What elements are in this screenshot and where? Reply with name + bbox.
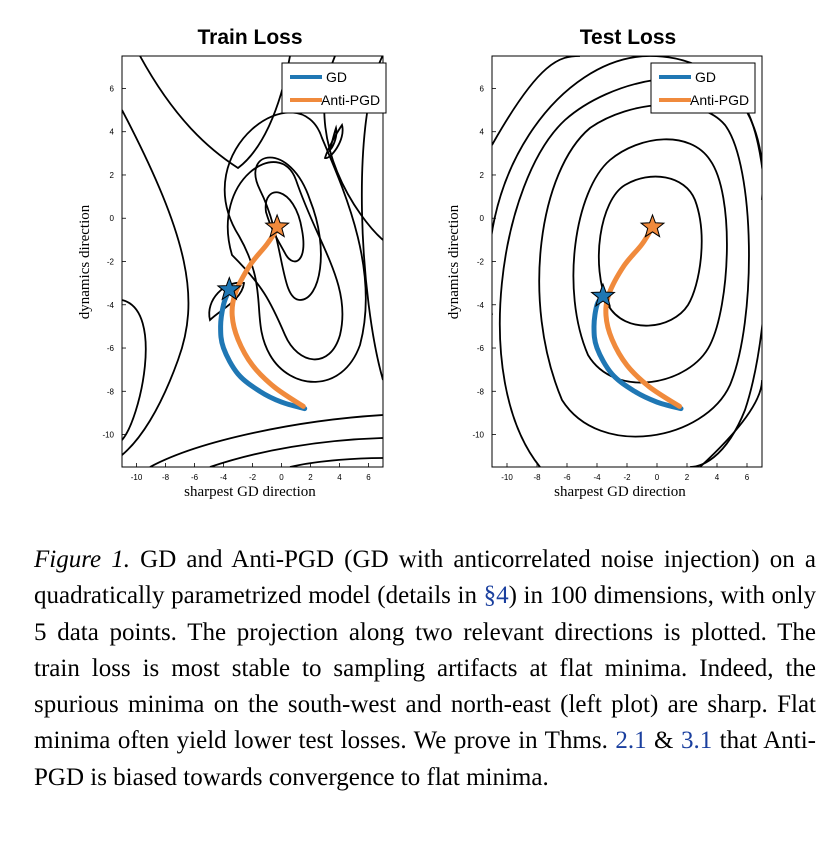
tick-group: -10 -8 -6 -4 -2 0 2 4 6 6 4 2 0 -2 -4 -6 -8 -10	[102, 84, 371, 482]
y-tick-label: -6	[107, 344, 115, 353]
legend: GD Anti-PGD	[650, 62, 756, 114]
legend-box	[281, 62, 387, 114]
legend-anti-pgd-label: Anti-PGD	[690, 92, 749, 108]
section-link[interactable]: §4	[483, 582, 509, 610]
anti-pgd-endpoint-star	[264, 213, 290, 238]
y-tick-label: -8	[477, 387, 485, 396]
panel-title: Train Loss	[197, 26, 302, 49]
x-tick-label: -2	[249, 473, 257, 482]
x-axis-label: sharpest GD direction	[184, 484, 316, 500]
x-tick-label: -6	[191, 473, 199, 482]
y-tick-label: -4	[477, 301, 485, 310]
y-tick-label: -2	[107, 258, 115, 267]
series-group	[216, 213, 308, 412]
legend-anti-pgd-label: Anti-PGD	[321, 92, 380, 108]
anti-pgd-trajectory	[603, 224, 682, 409]
y-axis-label: dynamics direction	[446, 204, 462, 319]
y-tick-label: 6	[480, 84, 485, 93]
y-tick-label: -10	[472, 431, 484, 440]
train-loss-panel: Train Loss -10 -8 -6 -4 -2 0 2 4 66420-2-4-6-8-1…	[77, 26, 387, 500]
x-axis-label: sharpest GD direction	[554, 484, 686, 500]
y-tick-label: -4	[107, 301, 115, 310]
figure: Train Loss -10 -8 -6 -4 -2 0 2 4 66420-2-4-6-8-1…	[77, 26, 763, 500]
y-tick-label: 4	[110, 128, 115, 137]
y-tick-label: 0	[110, 214, 115, 223]
x-tick-label: -6	[563, 473, 571, 482]
y-tick-label: -8	[107, 387, 115, 396]
panel-title: Test Loss	[580, 26, 676, 49]
anti-pgd-endpoint-star	[639, 213, 666, 238]
gd-endpoint-star	[216, 276, 243, 301]
x-tick-label: 4	[715, 473, 720, 482]
y-tick-label: -10	[102, 431, 114, 440]
legend: GD Anti-PGD	[281, 62, 387, 114]
y-tick-label: 6	[110, 84, 115, 93]
test-contours	[492, 56, 762, 467]
caption-text: that Anti-PGD is biased towards converge…	[34, 727, 816, 791]
x-tick-label: -2	[623, 473, 631, 482]
gd-trajectory	[218, 287, 308, 412]
y-tick-label: 2	[110, 171, 115, 180]
x-tick-label: 6	[366, 473, 371, 482]
x-tick-label: -10	[501, 473, 513, 482]
tick-group: -10 -8 -6 -4 -2 0 2 4 6 6 4 2 0 -2 -4 -6 -8 -10	[472, 84, 749, 482]
gd-trajectory	[591, 293, 684, 412]
series-group	[590, 213, 684, 412]
legend-box	[650, 62, 756, 114]
anti-pgd-trajectory	[229, 224, 306, 409]
y-axis-label: dynamics direction	[77, 204, 93, 319]
x-tick-label: -4	[593, 473, 601, 482]
y-tick-label: 4	[480, 128, 485, 137]
legend-gd-label: GD	[326, 69, 347, 85]
x-tick-label: 4	[337, 473, 342, 482]
caption-label: Figure 1.	[34, 546, 131, 573]
figure-caption: Figure 1. GD and Anti-PGD (GD with antic…	[34, 542, 816, 796]
caption-text: GD and Anti-PGD (GD with anticorrelated …	[34, 546, 816, 610]
theorem-link[interactable]: 3.1	[680, 727, 713, 755]
x-tick-label: -4	[220, 473, 228, 482]
x-tick-label: 2	[308, 473, 313, 482]
x-tick-label: 6	[745, 473, 750, 482]
legend-gd-label: GD	[695, 69, 716, 85]
x-tick-label: 0	[655, 473, 660, 482]
caption-text: &	[646, 727, 681, 755]
gd-endpoint-star	[590, 282, 616, 307]
caption-text: ) in 100 dimensions, with only 5 data po…	[34, 582, 816, 755]
x-tick-label: 0	[279, 473, 284, 482]
y-tick-label: 2	[480, 171, 485, 180]
test-loss-panel: Test Loss -10 -8 -6 -4 -2 0 2 4 66420-2-4-6-8-10…	[446, 26, 763, 500]
y-tick-label: -2	[477, 258, 485, 267]
y-tick-label: -6	[477, 344, 485, 353]
y-tick-label: 0	[480, 214, 485, 223]
theorem-link[interactable]: 2.1	[615, 727, 647, 755]
x-tick-label: -8	[162, 473, 170, 482]
x-tick-label: 2	[685, 473, 690, 482]
x-tick-label: -8	[533, 473, 541, 482]
x-tick-label: -10	[131, 473, 143, 482]
